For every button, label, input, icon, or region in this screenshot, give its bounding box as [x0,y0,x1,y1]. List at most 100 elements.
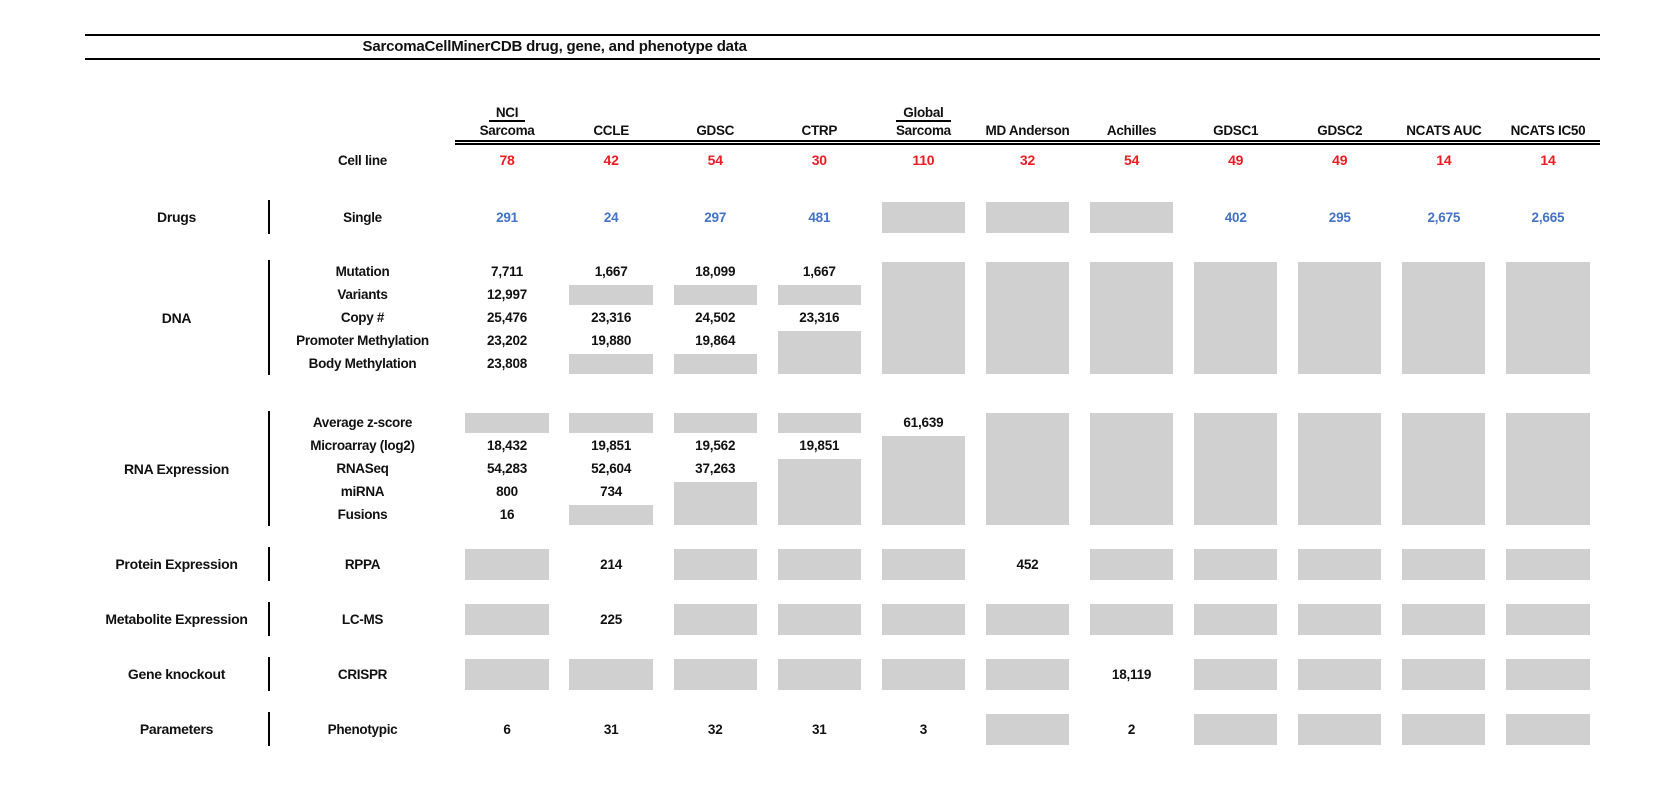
no-data-box [1496,657,1600,691]
row-label: Microarray (log2) [310,438,415,453]
no-data-box [767,457,871,526]
no-data-box-fill [881,261,966,374]
no-data-box [1392,547,1496,581]
value-cell: 31 [812,721,827,737]
figure-title: SarcomaCellMinerCDB drug, gene, and phen… [362,38,747,55]
section-gene-knockout: Gene knockout CRISPR 18,119 [85,657,1600,691]
no-data-box-fill [777,603,861,635]
no-data-box [767,329,871,375]
row-label: miRNA [340,484,385,499]
figure-container: SarcomaCellMinerCDB drug, gene, and phen… [85,34,1600,746]
no-data-box-fill [673,658,757,690]
no-data-box-fill [673,412,757,433]
value-cell: 1,667 [594,264,628,279]
value-cell: 37,263 [695,461,736,476]
no-data-box [663,480,767,526]
no-data-box [559,352,663,375]
no-data-box [455,657,559,691]
column-header: NCI Sarcoma [455,86,560,145]
no-data-box-fill [1506,548,1590,580]
no-data-box-fill [1506,412,1590,525]
no-data-box-fill [1194,603,1278,635]
cell-line-count: 30 [811,152,827,168]
no-data-box [1184,547,1288,581]
row-label: Mutation [335,264,390,279]
value-cell: 225 [600,611,623,627]
no-data-box [871,200,975,234]
column-header-label: GDSC2 [1317,123,1363,138]
no-data-box [559,657,663,691]
no-data-box-fill [1298,548,1382,580]
no-data-box-fill [673,548,757,580]
no-data-box [1288,547,1392,581]
no-data-box [1496,712,1600,746]
no-data-box [663,352,767,375]
no-data-box-fill [1089,201,1174,233]
section-protein-expression: Protein Expression RPPA 214 452 [85,547,1600,581]
value-cell: 3 [919,721,928,737]
column-header-label: GDSC1 [1213,123,1259,138]
column-header: GDSC1 [1183,86,1288,145]
column-header-label: CCLE [593,123,629,138]
no-data-box-fill [569,284,653,305]
value-cell: 734 [600,484,623,499]
column-header-label: Achilles [1106,123,1157,138]
table-sections: Drugs Single 291 24 297 481 402 295 2,675 2,665 DN… [85,200,1600,746]
no-data-box [1288,657,1392,691]
no-data-box [1184,411,1288,526]
value-cell: 18,432 [486,438,528,453]
group-label: Drugs [85,200,270,234]
column-header-label: MD Anderson [985,123,1070,138]
value-cell: 452 [1016,556,1039,572]
no-data-box-fill [673,603,757,635]
row-label: RNASeq [336,461,389,476]
no-data-box-fill [569,504,653,525]
no-data-box [663,411,767,434]
section-metabolite-expression: Metabolite Expression LC-MS 225 [85,602,1600,636]
row-label: Copy # [340,310,385,325]
value-cell: 23,202 [486,333,528,348]
value-cell: 18,099 [695,264,736,279]
no-data-box [1496,602,1600,636]
no-data-box-fill [1089,412,1174,525]
no-data-box [871,602,975,636]
value-cell: 12,997 [486,287,528,302]
no-data-box [1288,712,1392,746]
no-data-box [1184,712,1288,746]
no-data-box-fill [569,412,653,433]
no-data-box-fill [985,713,1070,745]
no-data-box-fill [1402,713,1486,745]
no-data-box-fill [1089,548,1174,580]
value-cell: 297 [704,209,727,225]
no-data-box-fill [1298,713,1382,745]
no-data-box-fill [985,412,1070,525]
no-data-box-fill [1402,603,1486,635]
section-drugs: Drugs Single 291 24 297 481 402 295 2,675 2,665 [85,200,1600,234]
no-data-box [975,602,1079,636]
no-data-box [663,547,767,581]
no-data-box-fill [777,284,861,305]
value-cell: 1,667 [802,264,836,279]
no-data-box [455,411,559,434]
no-data-box-fill [881,548,966,580]
no-data-box-fill [1506,603,1590,635]
no-data-box [767,283,871,306]
row-label: Average z-score [312,415,413,430]
no-data-box-fill [1194,658,1278,690]
no-data-box-fill [1089,603,1174,635]
column-header-label: CTRP [801,123,838,138]
no-data-box-fill [1298,412,1382,525]
value-cell: 19,851 [591,438,632,453]
cell-line-row: Cell line 78 42 54 30 110 32 54 49 49 14 14 [85,148,1600,172]
no-data-box-fill [569,658,653,690]
no-data-box-fill [777,458,861,525]
no-data-box-fill [881,201,966,233]
no-data-box [663,602,767,636]
no-data-box [455,602,559,636]
no-data-box [1392,602,1496,636]
no-data-box-fill [1194,412,1278,525]
group-label: RNA Expression [85,411,270,526]
column-header-top-label: Global [896,105,951,122]
cell-line-count: 32 [1019,152,1036,168]
no-data-box [1392,712,1496,746]
